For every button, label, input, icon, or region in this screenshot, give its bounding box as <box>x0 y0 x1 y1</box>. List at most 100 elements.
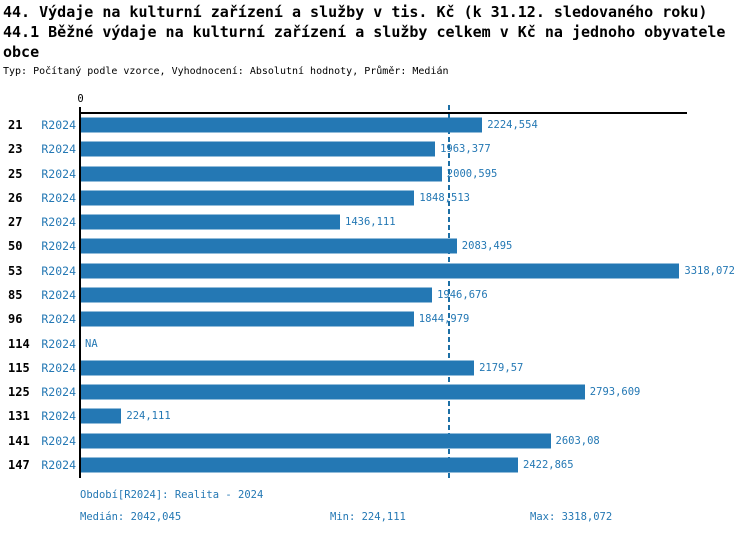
row-category: 85 <box>8 287 23 302</box>
chart-row: 147 R2024 2422,865 <box>0 453 750 477</box>
chart-row: 85 R2024 1946,676 <box>0 283 750 307</box>
bar-area: 1963,377 <box>81 137 687 161</box>
bar-area: 2224,554 <box>81 113 687 137</box>
chart-row: 25 R2024 2000,595 <box>0 162 750 186</box>
row-category: 26 <box>8 190 23 205</box>
chart-row: 141 R2024 2603,08 <box>0 428 750 452</box>
y-axis-line <box>79 107 81 478</box>
row-category: 131 <box>8 409 30 424</box>
bar-value-label: 2000,595 <box>446 167 498 180</box>
bar-area: 1436,111 <box>81 210 687 234</box>
bar-value-label: 2422,865 <box>523 458 574 471</box>
row-category: 96 <box>8 312 23 327</box>
bar-value-label: 2603,08 <box>555 434 600 447</box>
row-category: 141 <box>8 433 30 448</box>
row-series-label: R2024 <box>41 312 76 327</box>
chart-meta: Typ: Počítaný podle vzorce, Vyhodnocení:… <box>3 66 449 77</box>
chart-rows: 21 R2024 2224,554 23 R2024 1963,377 25 R… <box>0 113 750 477</box>
bar-area: 2422,865 <box>81 453 687 477</box>
chart-row: 114 R2024 NA <box>0 331 750 355</box>
bar <box>81 214 340 230</box>
row-series-label: R2024 <box>41 118 76 133</box>
bar-value-label: 2793,609 <box>589 386 641 399</box>
row-category: 23 <box>8 142 23 157</box>
chart-row: 26 R2024 1848,513 <box>0 186 750 210</box>
chart-row: 131 R2024 224,111 <box>0 404 750 428</box>
bar-value-label: 3318,072 <box>684 264 735 277</box>
bar-value-label: 1848,513 <box>419 191 470 204</box>
title-line-2: 44.1 Běžné výdaje na kulturní zařízení a… <box>3 23 726 61</box>
bar <box>81 263 680 279</box>
chart-title: 44. Výdaje na kulturní zařízení a služby… <box>3 2 747 62</box>
bar-area: 2083,495 <box>81 234 687 258</box>
bar <box>81 384 585 400</box>
bar-value-label: 2083,495 <box>461 240 513 253</box>
row-series-label: R2024 <box>41 336 76 351</box>
bar-area: NA <box>81 331 687 355</box>
bar <box>81 141 436 157</box>
bar-area: 2603,08 <box>81 428 687 452</box>
row-series-label: R2024 <box>41 263 76 278</box>
row-category: 147 <box>8 457 30 472</box>
row-series-label: R2024 <box>41 190 76 205</box>
bar-value-label: 1436,111 <box>345 216 396 229</box>
x-axis-tick-zero: 0 <box>77 93 84 105</box>
footer-min: Min: 224,111 <box>330 511 406 523</box>
footer-max: Max: 3318,072 <box>530 511 613 523</box>
bar-value-label: 1844,979 <box>418 313 470 326</box>
bar-area: 2793,609 <box>81 380 687 404</box>
footer-median: Medián: 2042,045 <box>80 511 182 523</box>
bar <box>81 238 457 254</box>
bar-area: 1946,676 <box>81 283 687 307</box>
bar-area: 1848,513 <box>81 186 687 210</box>
bar-area: 224,111 <box>81 404 687 428</box>
bar-value-label: NA <box>85 337 98 350</box>
chart-row: 21 R2024 2224,554 <box>0 113 750 137</box>
row-category: 115 <box>8 360 30 375</box>
chart-row: 23 R2024 1963,377 <box>0 137 750 161</box>
chart-row: 27 R2024 1436,111 <box>0 210 750 234</box>
row-series-label: R2024 <box>41 385 76 400</box>
bar <box>81 360 475 376</box>
row-series-label: R2024 <box>41 360 76 375</box>
row-series-label: R2024 <box>41 287 76 302</box>
row-category: 114 <box>8 336 30 351</box>
footer-period: Období[R2024]: Realita - 2024 <box>80 489 264 501</box>
bar-area: 3318,072 <box>81 259 735 283</box>
bar <box>81 166 442 182</box>
bar <box>81 311 414 327</box>
bar <box>81 117 483 133</box>
bar-value-label: 2224,554 <box>487 119 538 132</box>
row-category: 21 <box>8 118 23 133</box>
chart-row: 50 R2024 2083,495 <box>0 234 750 258</box>
x-axis-line <box>79 112 687 114</box>
row-series-label: R2024 <box>41 409 76 424</box>
bar <box>81 457 518 473</box>
bar <box>81 433 551 449</box>
row-category: 125 <box>8 385 30 400</box>
row-category: 25 <box>8 166 23 181</box>
bar-value-label: 2179,57 <box>479 361 524 374</box>
bar-area: 1844,979 <box>81 307 687 331</box>
row-series-label: R2024 <box>41 166 76 181</box>
chart-row: 96 R2024 1844,979 <box>0 307 750 331</box>
bar <box>81 190 415 206</box>
row-series-label: R2024 <box>41 433 76 448</box>
median-reference-line <box>448 105 451 478</box>
bar <box>81 287 433 303</box>
chart-row: 125 R2024 2793,609 <box>0 380 750 404</box>
row-series-label: R2024 <box>41 457 76 472</box>
title-line-1: 44. Výdaje na kulturní zařízení a služby… <box>3 3 708 21</box>
chart-row: 53 R2024 3318,072 <box>0 259 750 283</box>
bar-value-label: 1963,377 <box>440 143 491 156</box>
row-series-label: R2024 <box>41 215 76 230</box>
bar-value-label: 1946,676 <box>437 288 488 301</box>
row-series-label: R2024 <box>41 239 76 254</box>
bar-area: 2000,595 <box>81 162 687 186</box>
row-category: 50 <box>8 239 23 254</box>
row-series-label: R2024 <box>41 142 76 157</box>
row-category: 27 <box>8 215 23 230</box>
chart-row: 115 R2024 2179,57 <box>0 356 750 380</box>
bar-value-label: 224,111 <box>126 410 171 423</box>
